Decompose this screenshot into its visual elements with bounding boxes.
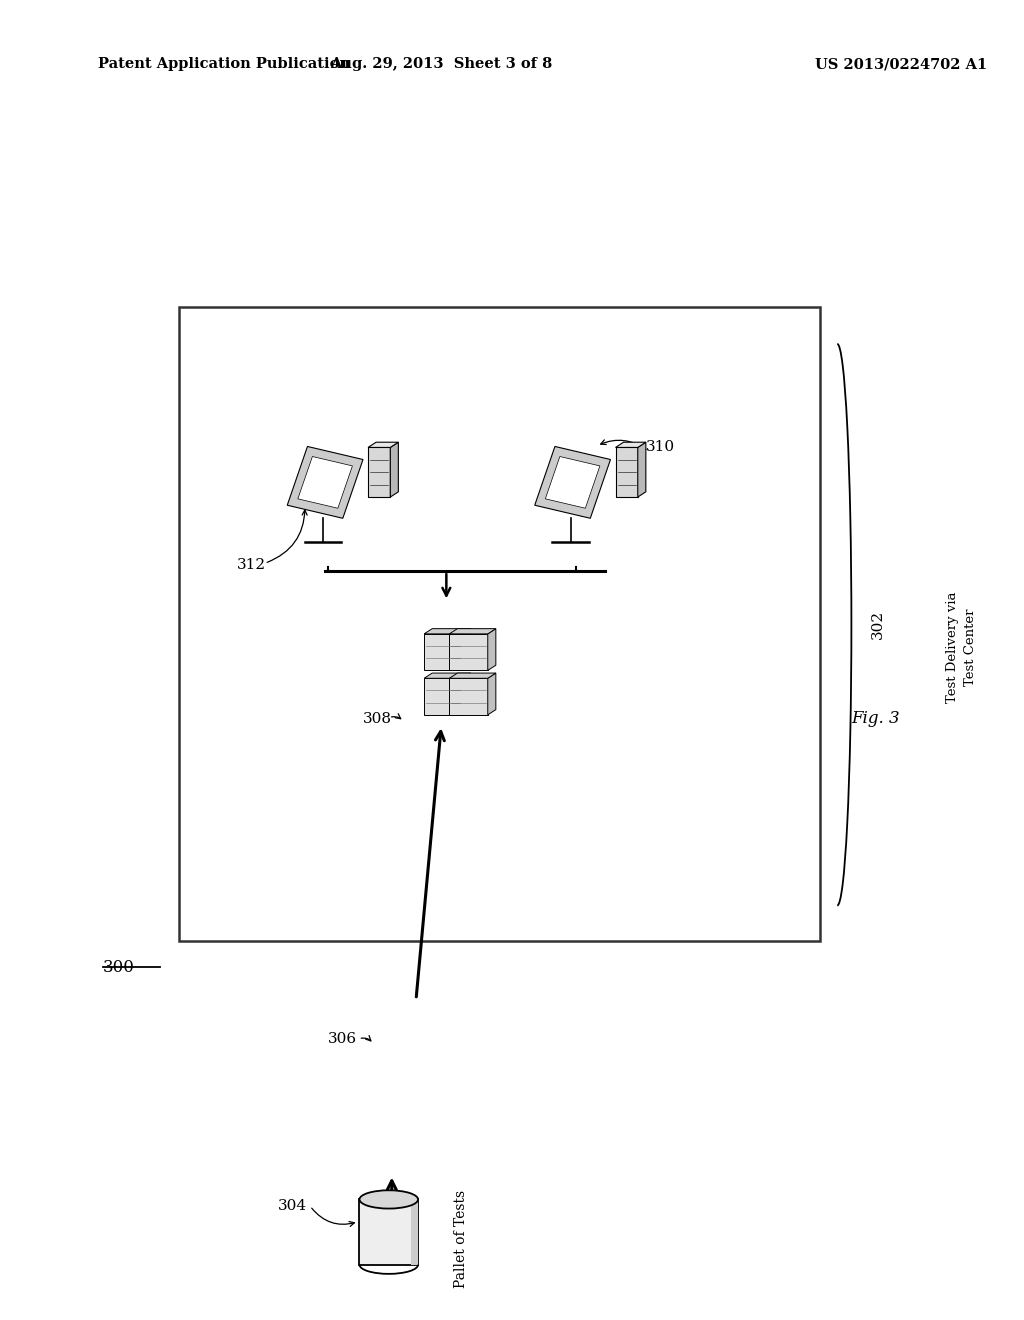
Bar xyxy=(411,1200,418,1265)
Polygon shape xyxy=(368,447,390,498)
Bar xyxy=(178,308,820,941)
Polygon shape xyxy=(615,447,638,498)
Polygon shape xyxy=(546,457,600,508)
Text: Patent Application Publication: Patent Application Publication xyxy=(98,57,350,71)
Text: 300: 300 xyxy=(102,960,135,975)
Text: Aug. 29, 2013  Sheet 3 of 8: Aug. 29, 2013 Sheet 3 of 8 xyxy=(330,57,552,71)
Polygon shape xyxy=(463,628,471,671)
Ellipse shape xyxy=(359,1191,418,1209)
Text: 302: 302 xyxy=(870,610,885,639)
Polygon shape xyxy=(450,673,496,678)
Bar xyxy=(359,1200,418,1265)
Polygon shape xyxy=(424,678,463,715)
Polygon shape xyxy=(390,442,398,498)
Polygon shape xyxy=(288,446,364,519)
Polygon shape xyxy=(535,446,610,519)
Text: Pallet of Tests: Pallet of Tests xyxy=(455,1189,468,1288)
Polygon shape xyxy=(450,628,496,634)
Polygon shape xyxy=(450,634,487,671)
Polygon shape xyxy=(424,634,463,671)
Text: 304: 304 xyxy=(278,1199,307,1213)
Polygon shape xyxy=(638,442,646,498)
Polygon shape xyxy=(487,628,496,671)
Text: US 2013/0224702 A1: US 2013/0224702 A1 xyxy=(815,57,987,71)
Text: 306: 306 xyxy=(329,1032,357,1045)
Text: 312: 312 xyxy=(238,557,266,572)
Text: Fig. 3: Fig. 3 xyxy=(851,710,900,727)
Polygon shape xyxy=(368,442,398,447)
Polygon shape xyxy=(463,673,471,715)
Polygon shape xyxy=(615,442,646,447)
Text: 308: 308 xyxy=(362,711,391,726)
Polygon shape xyxy=(424,628,471,634)
Polygon shape xyxy=(487,673,496,715)
Text: 310: 310 xyxy=(646,440,676,454)
Text: Test Delivery via
Test Center: Test Delivery via Test Center xyxy=(946,591,977,702)
Polygon shape xyxy=(424,673,471,678)
Polygon shape xyxy=(298,457,352,508)
Polygon shape xyxy=(450,678,487,715)
